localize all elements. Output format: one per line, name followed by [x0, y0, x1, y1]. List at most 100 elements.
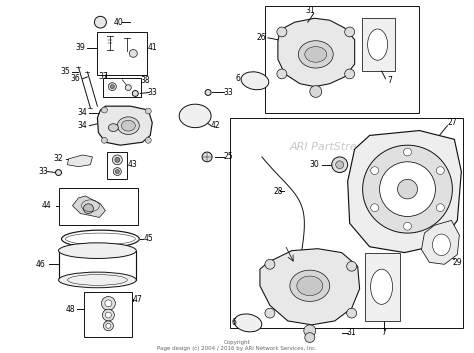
- Polygon shape: [362, 18, 394, 71]
- Circle shape: [305, 333, 315, 342]
- Ellipse shape: [371, 269, 392, 304]
- Text: 7: 7: [387, 76, 392, 85]
- Ellipse shape: [305, 47, 327, 62]
- Circle shape: [101, 137, 108, 143]
- Circle shape: [265, 259, 275, 269]
- Polygon shape: [73, 196, 105, 217]
- Ellipse shape: [290, 270, 330, 301]
- Text: 29: 29: [453, 258, 462, 267]
- Bar: [230, 118, 463, 328]
- Polygon shape: [347, 131, 461, 253]
- Circle shape: [115, 157, 120, 162]
- Text: 33: 33: [147, 88, 157, 97]
- Text: 34: 34: [78, 121, 87, 130]
- Circle shape: [125, 85, 131, 90]
- Circle shape: [403, 222, 411, 230]
- Circle shape: [398, 179, 418, 199]
- Circle shape: [437, 167, 444, 174]
- Circle shape: [115, 169, 119, 174]
- Bar: [103, 78, 141, 97]
- Polygon shape: [67, 155, 92, 167]
- Text: 31: 31: [305, 6, 315, 15]
- Circle shape: [265, 308, 275, 318]
- Circle shape: [336, 161, 344, 169]
- Bar: [265, 6, 419, 113]
- Circle shape: [102, 309, 114, 321]
- Circle shape: [371, 167, 379, 174]
- Text: 41: 41: [147, 43, 157, 52]
- Text: 6: 6: [232, 318, 237, 327]
- Ellipse shape: [118, 117, 139, 134]
- Circle shape: [105, 300, 112, 307]
- Circle shape: [277, 27, 287, 37]
- Circle shape: [145, 108, 151, 114]
- Circle shape: [101, 107, 108, 113]
- Ellipse shape: [241, 72, 269, 90]
- Text: 40: 40: [113, 18, 123, 27]
- Circle shape: [345, 69, 355, 79]
- Circle shape: [94, 16, 106, 28]
- Bar: [98, 32, 147, 75]
- Circle shape: [346, 261, 356, 271]
- Bar: [108, 152, 128, 179]
- Circle shape: [106, 323, 111, 328]
- Ellipse shape: [234, 314, 262, 332]
- Circle shape: [205, 90, 211, 95]
- Text: 43: 43: [128, 160, 137, 169]
- Text: 34: 34: [78, 108, 87, 118]
- Text: 42: 42: [210, 121, 220, 130]
- Circle shape: [332, 157, 347, 173]
- Ellipse shape: [179, 104, 211, 128]
- Polygon shape: [421, 220, 459, 264]
- Text: 45: 45: [144, 234, 153, 244]
- Circle shape: [145, 137, 151, 143]
- Ellipse shape: [58, 243, 137, 258]
- Circle shape: [304, 325, 316, 336]
- Circle shape: [101, 297, 115, 310]
- Circle shape: [132, 90, 138, 96]
- Circle shape: [345, 27, 355, 37]
- Text: 32: 32: [54, 154, 64, 163]
- Ellipse shape: [58, 272, 137, 288]
- Circle shape: [202, 152, 212, 162]
- Text: ARI PartStream™: ARI PartStream™: [290, 142, 386, 152]
- Text: 7: 7: [381, 328, 386, 337]
- Text: Copyright
Page design (c) 2004 / 2016 by ARI Network Services, Inc.: Copyright Page design (c) 2004 / 2016 by…: [157, 341, 317, 351]
- Circle shape: [112, 155, 122, 165]
- Text: 46: 46: [36, 260, 46, 269]
- Polygon shape: [365, 253, 400, 321]
- Ellipse shape: [432, 234, 450, 256]
- Text: 31: 31: [347, 328, 356, 337]
- Circle shape: [103, 321, 113, 331]
- Circle shape: [110, 85, 114, 89]
- Circle shape: [380, 162, 436, 216]
- Circle shape: [310, 86, 322, 97]
- Ellipse shape: [297, 276, 323, 295]
- Circle shape: [109, 83, 116, 90]
- Circle shape: [346, 308, 356, 318]
- Text: 38: 38: [140, 76, 150, 85]
- Polygon shape: [278, 18, 355, 86]
- Text: 33: 33: [39, 167, 48, 176]
- Text: 25: 25: [223, 152, 233, 161]
- Text: 35: 35: [61, 67, 70, 77]
- Circle shape: [277, 69, 287, 79]
- Circle shape: [363, 145, 452, 233]
- Text: 28: 28: [273, 187, 283, 196]
- Circle shape: [113, 168, 121, 175]
- Circle shape: [437, 204, 444, 211]
- Text: 6: 6: [236, 74, 240, 83]
- Text: 26: 26: [256, 33, 266, 42]
- Text: 30: 30: [310, 160, 319, 169]
- Circle shape: [55, 169, 62, 175]
- Circle shape: [105, 312, 111, 318]
- Ellipse shape: [368, 29, 388, 60]
- Text: 44: 44: [42, 201, 52, 210]
- Ellipse shape: [121, 120, 135, 131]
- Ellipse shape: [298, 41, 333, 68]
- Text: 37: 37: [99, 72, 108, 81]
- Text: 33: 33: [223, 88, 233, 97]
- Polygon shape: [98, 106, 152, 145]
- Circle shape: [403, 148, 411, 156]
- Text: 47: 47: [132, 295, 142, 304]
